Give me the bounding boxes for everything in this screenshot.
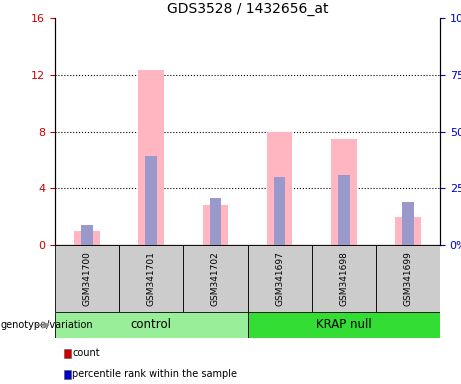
Bar [183, 245, 248, 312]
Text: genotype/variation: genotype/variation [1, 320, 94, 330]
Bar [402, 202, 414, 245]
Text: GSM341700: GSM341700 [83, 251, 92, 306]
Bar [55, 312, 248, 338]
Bar [267, 131, 292, 245]
Bar [146, 156, 157, 245]
Bar [338, 175, 349, 245]
Bar [376, 245, 440, 312]
Bar [138, 71, 164, 245]
Bar [81, 225, 93, 245]
Bar [248, 312, 440, 338]
Bar [395, 217, 421, 245]
Bar [74, 231, 100, 245]
Bar [274, 177, 285, 245]
Bar [202, 205, 228, 245]
Text: control: control [131, 318, 172, 331]
Text: KRAP null: KRAP null [316, 318, 372, 331]
Bar [248, 245, 312, 312]
Text: GSM341698: GSM341698 [339, 251, 348, 306]
Bar [312, 245, 376, 312]
Bar [55, 245, 119, 312]
Text: GSM341697: GSM341697 [275, 251, 284, 306]
Text: GSM341701: GSM341701 [147, 251, 156, 306]
Bar [119, 245, 183, 312]
Text: percentile rank within the sample: percentile rank within the sample [72, 369, 237, 379]
Title: GDS3528 / 1432656_at: GDS3528 / 1432656_at [167, 2, 328, 16]
Text: GSM341699: GSM341699 [403, 251, 413, 306]
Bar [331, 139, 356, 245]
Bar [210, 199, 221, 245]
Text: count: count [72, 348, 100, 358]
Text: GSM341702: GSM341702 [211, 251, 220, 306]
